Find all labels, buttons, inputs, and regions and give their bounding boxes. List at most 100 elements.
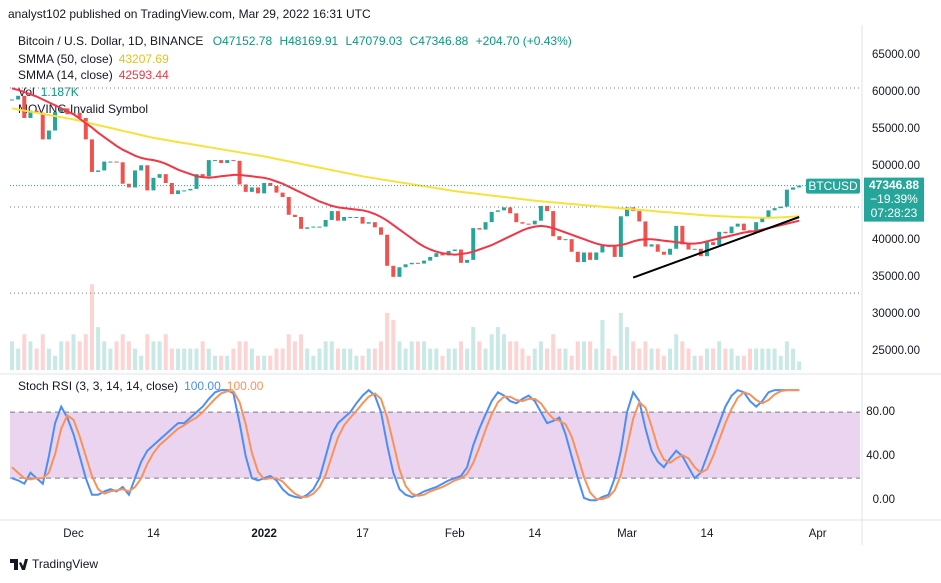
volume-bar bbox=[538, 341, 543, 370]
volume-bar bbox=[200, 341, 205, 370]
x-tick-label: Dec bbox=[63, 528, 84, 540]
volume-bar bbox=[514, 341, 519, 370]
volume-bar bbox=[692, 355, 697, 370]
candle-body bbox=[434, 253, 439, 257]
volume-bar bbox=[176, 348, 181, 370]
ohlc-close: C47346.88 bbox=[410, 34, 469, 48]
volume-bar bbox=[508, 341, 513, 370]
volume-bar bbox=[391, 320, 396, 370]
candle-body bbox=[538, 205, 543, 221]
volume-bar bbox=[268, 355, 273, 370]
y-tick-label: 25000.00 bbox=[872, 345, 920, 357]
candle-body bbox=[797, 185, 802, 188]
candle-body bbox=[286, 197, 291, 215]
brand: TradingView bbox=[32, 557, 98, 571]
candle-body bbox=[108, 161, 113, 163]
candle-body bbox=[477, 228, 482, 230]
volume-bar bbox=[10, 341, 14, 370]
volume-bar bbox=[237, 341, 242, 370]
y-tick-label: 35000.00 bbox=[872, 271, 920, 283]
candle-body bbox=[34, 110, 39, 113]
volume-bar bbox=[754, 348, 759, 370]
candle-body bbox=[262, 183, 267, 194]
candle-body bbox=[661, 251, 666, 255]
volume-bar bbox=[409, 341, 414, 370]
candle-body bbox=[729, 226, 734, 234]
volume-bar bbox=[551, 334, 556, 370]
ohlc-open: O47152.78 bbox=[213, 34, 273, 48]
volume-bar bbox=[366, 348, 371, 370]
volume-bar bbox=[606, 348, 611, 370]
candle-body bbox=[520, 222, 525, 224]
candle-body bbox=[778, 206, 783, 209]
candle-body bbox=[231, 160, 236, 162]
candle-body bbox=[360, 217, 365, 224]
volume-bar bbox=[225, 355, 230, 370]
candle-body bbox=[292, 214, 297, 217]
candle-body bbox=[40, 112, 45, 140]
candle-body bbox=[428, 256, 433, 261]
candle-body bbox=[680, 225, 685, 245]
y-tick-label: 55000.00 bbox=[872, 123, 920, 135]
price-badge bbox=[864, 177, 924, 222]
candle-body bbox=[581, 252, 586, 263]
candle-body bbox=[342, 217, 347, 221]
volume-bar bbox=[212, 355, 217, 370]
volume-bar bbox=[643, 341, 648, 370]
volume-bar bbox=[243, 341, 248, 370]
candle-body bbox=[415, 262, 420, 264]
candle-body bbox=[471, 228, 476, 260]
candle-body bbox=[391, 265, 396, 277]
volume-bar bbox=[206, 348, 211, 370]
sma-line bbox=[11, 87, 800, 256]
candle-body bbox=[551, 211, 556, 237]
candle-body bbox=[169, 183, 174, 195]
volume-bar bbox=[741, 355, 746, 370]
candle-body bbox=[163, 174, 168, 183]
candle-body bbox=[465, 259, 470, 263]
candle-body bbox=[692, 248, 697, 250]
volume-bar bbox=[483, 348, 488, 370]
candle-body bbox=[569, 239, 574, 252]
candle-body bbox=[243, 184, 248, 192]
volume-bar bbox=[440, 355, 445, 370]
volume-bar bbox=[502, 334, 506, 370]
volume-bar bbox=[323, 341, 328, 370]
volume-bar bbox=[766, 348, 771, 370]
candle-body bbox=[151, 177, 156, 191]
candle-body bbox=[754, 222, 759, 233]
volume-bar bbox=[434, 348, 439, 370]
volume-bar bbox=[120, 334, 125, 370]
candle-body bbox=[59, 108, 64, 113]
volume-bar bbox=[655, 348, 660, 370]
legend-sma50: SMMA (50, close) 43207.69 bbox=[18, 52, 169, 66]
candle-body bbox=[219, 160, 224, 164]
volume-bar bbox=[311, 355, 316, 370]
volume-bar bbox=[625, 327, 629, 370]
brand-logo bbox=[10, 559, 28, 570]
candle-body bbox=[133, 170, 137, 188]
candle-body bbox=[495, 210, 500, 212]
ohlc-change: +204.70 (+0.43%) bbox=[476, 34, 572, 48]
candle-body bbox=[120, 162, 125, 184]
x-tick-label: 14 bbox=[147, 528, 160, 540]
y-tick-label: 0.00 bbox=[873, 494, 895, 506]
candle-body bbox=[280, 192, 285, 198]
volume-bar bbox=[428, 348, 433, 370]
y-tick-label: 65000.00 bbox=[872, 49, 920, 61]
volume-bar bbox=[557, 348, 562, 370]
volume-bar bbox=[46, 348, 51, 370]
volume-bar bbox=[317, 348, 322, 370]
volume-bar bbox=[569, 355, 574, 370]
volume-bar bbox=[471, 327, 476, 370]
volume-bar bbox=[151, 341, 156, 370]
candle-body bbox=[545, 205, 550, 212]
symbol-badge bbox=[806, 178, 860, 194]
volume-bar bbox=[594, 348, 599, 370]
volume-bar bbox=[342, 348, 347, 370]
ohlc-low: L47079.03 bbox=[346, 34, 403, 48]
candle-body bbox=[508, 207, 513, 214]
volume-bar bbox=[280, 348, 285, 370]
volume-bar bbox=[249, 348, 254, 370]
